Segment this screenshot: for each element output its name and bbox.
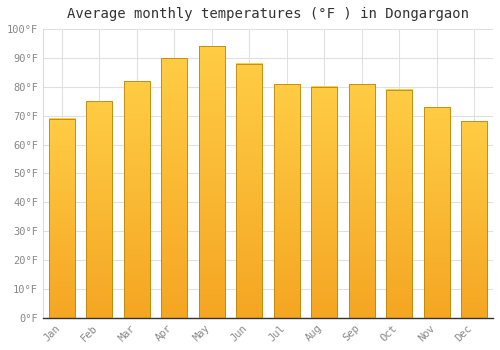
Bar bbox=[461, 121, 487, 318]
Bar bbox=[198, 47, 225, 318]
Bar bbox=[311, 87, 338, 318]
Bar bbox=[274, 84, 300, 318]
Bar bbox=[48, 119, 75, 318]
Bar bbox=[86, 101, 113, 318]
Bar bbox=[236, 64, 262, 318]
Bar bbox=[124, 81, 150, 318]
Bar bbox=[424, 107, 450, 318]
Title: Average monthly temperatures (°F ) in Dongargaon: Average monthly temperatures (°F ) in Do… bbox=[67, 7, 469, 21]
Bar bbox=[161, 58, 188, 318]
Bar bbox=[348, 84, 375, 318]
Bar bbox=[386, 90, 412, 318]
